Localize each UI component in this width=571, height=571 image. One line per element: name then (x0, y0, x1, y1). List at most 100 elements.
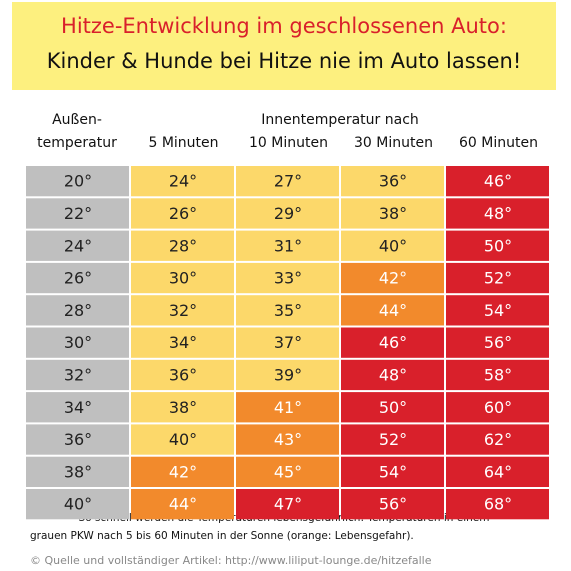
cell-value: 20° (64, 172, 92, 191)
table-cell (446, 166, 549, 197)
cell-value: 54° (379, 462, 407, 481)
cell-value: 30° (169, 269, 197, 288)
table-cell (236, 262, 339, 294)
table-cell (236, 327, 339, 358)
cell-value: 60° (484, 398, 512, 417)
cell-value: 48° (379, 365, 407, 384)
cell-value: 32° (64, 365, 92, 384)
cell-value: 36° (379, 172, 407, 191)
cell-value: 24° (169, 172, 197, 191)
table-cell (236, 424, 339, 455)
cell-value: 52° (484, 269, 512, 288)
cell-value: 62° (484, 430, 512, 449)
table-cell (236, 198, 339, 229)
table-cell (446, 392, 549, 423)
title-line: Hitze-Entwicklung im geschlossenen Auto: (61, 14, 507, 38)
table-cell (446, 359, 549, 391)
table-cell (131, 198, 234, 229)
cell-value: 50° (379, 398, 407, 417)
title-box (12, 2, 556, 90)
table-cell (26, 424, 129, 455)
table-cell (341, 392, 444, 423)
cell-value: 40° (64, 495, 92, 514)
table-cell (446, 424, 549, 455)
table-cell (131, 262, 234, 294)
table-cell (341, 327, 444, 358)
table-cell (446, 295, 549, 326)
cell-value: 31° (274, 236, 302, 255)
cell-value: 46° (484, 172, 512, 191)
cell-value: 42° (379, 269, 407, 288)
column-header: temperatur (37, 135, 117, 151)
cell-value: 37° (274, 333, 302, 352)
table-cell (131, 424, 234, 455)
cell-value: 33° (274, 269, 302, 288)
cell-value: 27° (274, 172, 302, 191)
table-cell (236, 456, 339, 487)
table-cell (341, 230, 444, 261)
cell-value: 29° (274, 204, 302, 223)
cell-value: 34° (64, 398, 92, 417)
table-cell (341, 489, 444, 520)
table-cell (236, 489, 339, 520)
table-cell (26, 198, 129, 229)
cell-value: 58° (484, 365, 512, 384)
table-cell (236, 392, 339, 423)
table-cell (26, 262, 129, 294)
table-cell (446, 230, 549, 261)
table-cell (26, 392, 129, 423)
cell-value: 45° (274, 462, 302, 481)
cell-value: 40° (169, 430, 197, 449)
cell-value: 44° (169, 495, 197, 514)
cell-value: 38° (64, 462, 92, 481)
source: © Quelle und vollständiger Artikel: http… (30, 554, 432, 567)
cell-value: 56° (484, 333, 512, 352)
cell-value: 50° (484, 236, 512, 255)
table-cell (26, 359, 129, 391)
table-cell (446, 262, 549, 294)
table-cell (446, 489, 549, 520)
column-header: 10 Minuten (249, 135, 328, 151)
cell-value: 28° (169, 236, 197, 255)
cell-value: 32° (169, 301, 197, 320)
table-cell (131, 230, 234, 261)
note: grauen PKW nach 5 bis 60 Minuten in der … (30, 530, 414, 542)
table-cell (131, 489, 234, 520)
column-header: 5 Minuten (148, 135, 218, 151)
table-cell (131, 392, 234, 423)
table-cell (131, 327, 234, 358)
table-cell (26, 295, 129, 326)
cell-value: 52° (379, 430, 407, 449)
table-cell (446, 198, 549, 229)
table-cell (131, 456, 234, 487)
cell-value: 40° (379, 236, 407, 255)
cell-value: 38° (379, 204, 407, 223)
table-cell (341, 198, 444, 229)
cell-value: 47° (274, 495, 302, 514)
table-cell (341, 456, 444, 487)
cell-value: 46° (379, 333, 407, 352)
table-cell (26, 230, 129, 261)
table-cell (236, 359, 339, 391)
cell-value: 42° (169, 462, 197, 481)
table-cell (236, 230, 339, 261)
table-cell (341, 262, 444, 294)
cell-value: 26° (64, 269, 92, 288)
table-cell (341, 359, 444, 391)
table-cell (341, 295, 444, 326)
title-line: Kinder & Hunde bei Hitze nie im Auto las… (47, 49, 521, 73)
column-header: 30 Minuten (354, 135, 433, 151)
cell-value: 24° (64, 236, 92, 255)
cell-value: 35° (274, 301, 302, 320)
column-header: Außen- (52, 112, 102, 128)
cell-value: 38° (169, 398, 197, 417)
table-cell (236, 295, 339, 326)
table-cell (446, 327, 549, 358)
table-cell (26, 456, 129, 487)
cell-value: 54° (484, 301, 512, 320)
cell-value: 48° (484, 204, 512, 223)
cell-value: 26° (169, 204, 197, 223)
table-cell (446, 456, 549, 487)
column-header: Innentemperatur nach (261, 112, 419, 128)
